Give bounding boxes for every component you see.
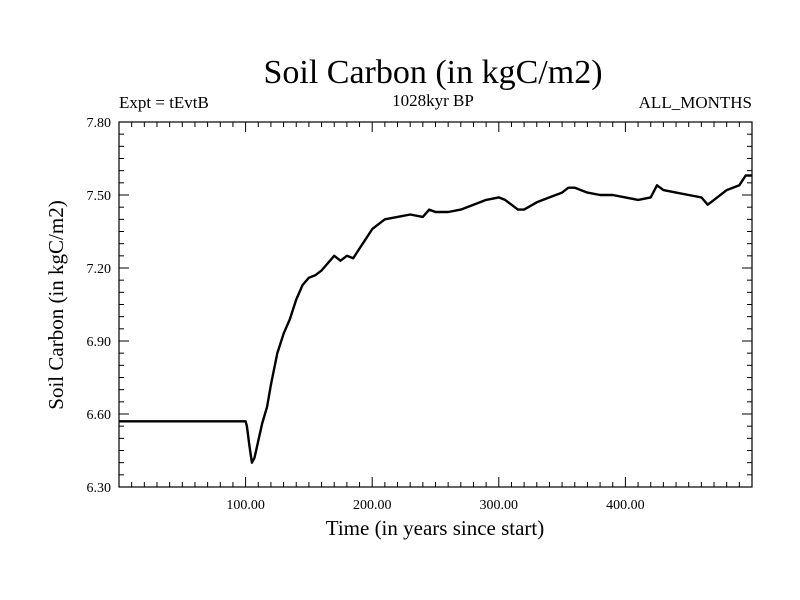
y-tick-label: 7.20	[87, 262, 112, 277]
soil-carbon-line	[119, 174, 752, 464]
x-tick-label: 100.00	[226, 498, 265, 513]
months-label: ALL_MONTHS	[639, 93, 752, 112]
x-axis-ticks: 100.00 200.00 300.00 400.00	[226, 122, 645, 513]
y-axis-label: Soil Carbon (in kgC/m2)	[44, 200, 68, 409]
y-tick-label: 6.90	[87, 335, 112, 350]
chart-subtitle: 1028kyr BP	[392, 91, 474, 110]
x-axis-label: Time (in years since start)	[326, 516, 545, 540]
x-tick-label: 300.00	[480, 498, 519, 513]
experiment-label: Expt = tEvtB	[119, 93, 209, 112]
x-tick-label: 400.00	[606, 498, 645, 513]
y-tick-label: 6.60	[87, 408, 112, 423]
y-tick-label: 7.80	[87, 116, 112, 131]
plot-frame	[118, 121, 753, 488]
y-axis-ticks: 6.30 6.60 6.90 7.20 7.50 7.80	[87, 116, 752, 496]
x-tick-label: 200.00	[353, 498, 392, 513]
minor-ticks	[119, 122, 752, 487]
y-tick-label: 6.30	[87, 481, 112, 496]
chart-title: Soil Carbon (in kgC/m2)	[263, 54, 602, 91]
y-tick-label: 7.50	[87, 189, 112, 204]
